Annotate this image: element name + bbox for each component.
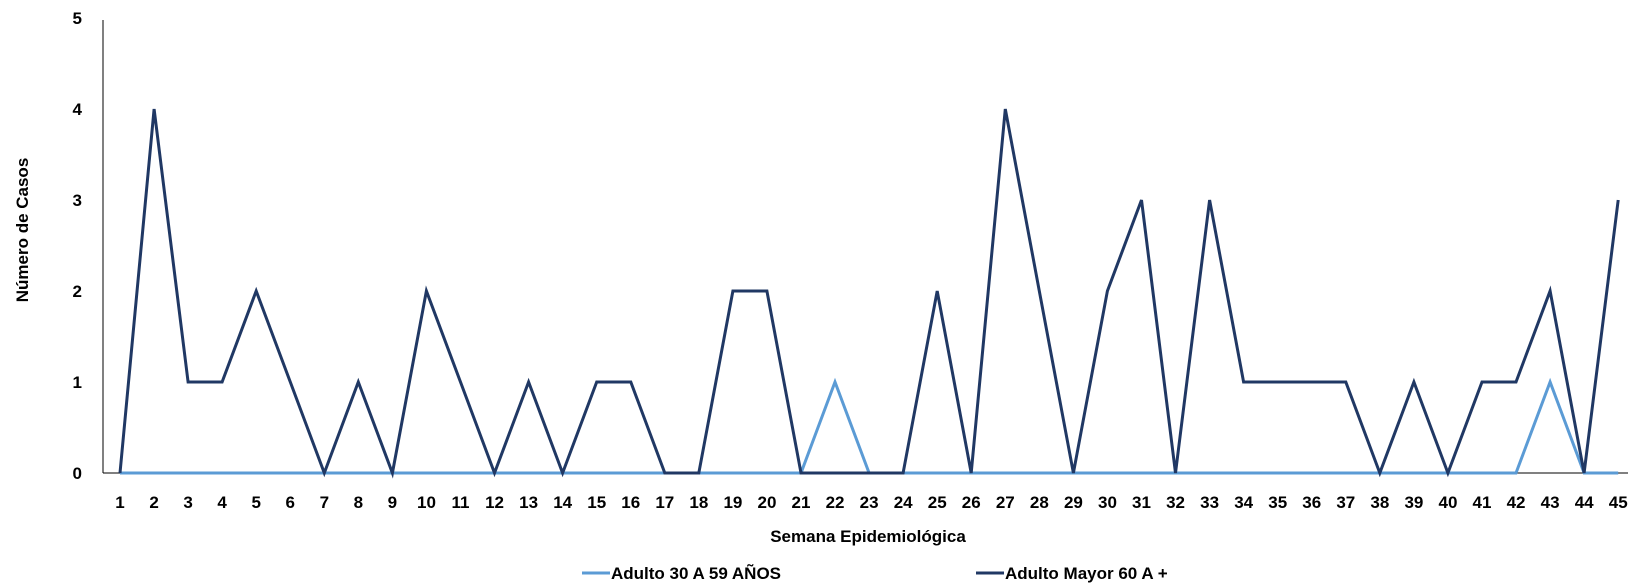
x-tick-label: 36 [1302, 493, 1321, 512]
x-tick-label: 25 [928, 493, 947, 512]
x-tick-label: 33 [1200, 493, 1219, 512]
x-tick-label: 1 [115, 493, 124, 512]
y-axis: 0 1 2 3 4 5 [73, 9, 104, 483]
x-tick-label: 37 [1336, 493, 1355, 512]
x-tick-label: 2 [149, 493, 158, 512]
x-tick-label: 24 [894, 493, 913, 512]
legend-item-adulto-mayor-60: Adulto Mayor 60 A + [976, 564, 1168, 583]
legend-label-adulto-mayor-60: Adulto Mayor 60 A + [1005, 564, 1168, 583]
x-tick-label: 19 [723, 493, 742, 512]
x-tick-label: 8 [354, 493, 363, 512]
x-tick-label: 4 [217, 493, 227, 512]
y-tick-labels: 0 1 2 3 4 5 [73, 9, 83, 483]
x-tick-label: 31 [1132, 493, 1151, 512]
x-tick-label: 18 [689, 493, 708, 512]
x-tick-label: 17 [655, 493, 674, 512]
y-tick-label: 3 [73, 191, 82, 210]
x-tick-label: 26 [962, 493, 981, 512]
x-tick-label: 22 [826, 493, 845, 512]
y-tick-label: 4 [73, 100, 83, 119]
x-tick-label: 10 [417, 493, 436, 512]
x-tick-label: 20 [757, 493, 776, 512]
x-tick-label: 9 [388, 493, 397, 512]
x-tick-label: 15 [587, 493, 606, 512]
legend-item-adulto-30-59: Adulto 30 A 59 AÑOS [582, 563, 781, 583]
x-tick-label: 39 [1404, 493, 1423, 512]
series-line-0 [120, 377, 1619, 475]
x-tick-label: 40 [1438, 493, 1457, 512]
x-tick-label: 44 [1575, 493, 1594, 512]
x-tick-label: 23 [860, 493, 879, 512]
x-tick-label: 32 [1166, 493, 1185, 512]
legend-label-adulto-30-59: Adulto 30 A 59 AÑOS [611, 563, 781, 583]
x-tick-label: 5 [251, 493, 260, 512]
x-tick-label: 3 [183, 493, 192, 512]
x-axis-title: Semana Epidemiológica [770, 527, 966, 546]
y-tick-label: 5 [73, 9, 82, 28]
x-tick-label: 12 [485, 493, 504, 512]
legend: Adulto 30 A 59 AÑOS Adulto Mayor 60 A + [582, 563, 1168, 583]
y-tick-label: 1 [73, 373, 82, 392]
x-tick-label: 6 [286, 493, 295, 512]
x-tick-label: 30 [1098, 493, 1117, 512]
x-tick-labels: 1 2 3 4 5 6 7 8 9 10 11 12 13 14 15 16 17 18 19 20 21 22 23 24 2… [115, 493, 1627, 512]
x-tick-label: 42 [1507, 493, 1526, 512]
x-tick-label: 41 [1473, 493, 1492, 512]
series-line-1 [118, 108, 1620, 479]
x-tick-label: 29 [1064, 493, 1083, 512]
x-tick-label: 34 [1234, 493, 1253, 512]
x-axis: 1 2 3 4 5 6 7 8 9 10 11 12 13 14 15 16 17 18 19 20 21 22 23 24 2… [103, 472, 1628, 512]
x-tick-label: 35 [1268, 493, 1287, 512]
y-tick-label: 2 [73, 282, 82, 301]
x-tick-label: 11 [452, 493, 470, 512]
x-tick-label: 43 [1541, 493, 1560, 512]
x-tick-label: 16 [621, 493, 640, 512]
series-lines [118, 108, 1620, 479]
x-tick-label: 13 [519, 493, 538, 512]
y-axis-title: Número de Casos [13, 158, 32, 303]
x-tick-label: 27 [996, 493, 1015, 512]
x-tick-label: 21 [792, 493, 811, 512]
x-tick-label: 45 [1609, 493, 1628, 512]
x-tick-label: 38 [1370, 493, 1389, 512]
x-tick-label: 14 [553, 493, 572, 512]
y-tick-label: 0 [73, 464, 82, 483]
x-tick-label: 28 [1030, 493, 1049, 512]
x-tick-label: 7 [320, 493, 329, 512]
